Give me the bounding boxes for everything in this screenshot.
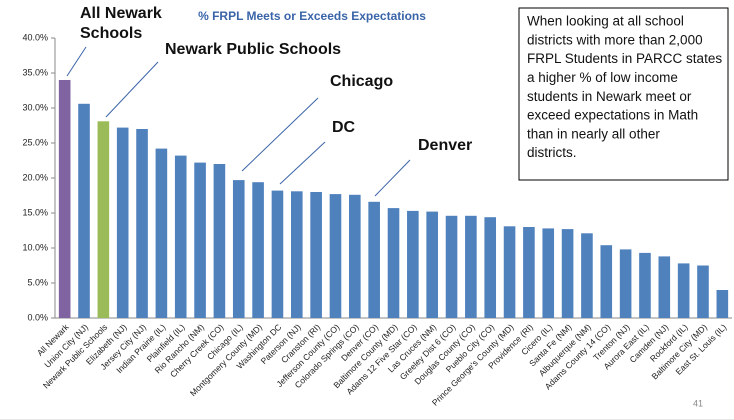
bar xyxy=(252,182,264,318)
page-number: 41 xyxy=(693,398,703,408)
bar xyxy=(465,215,477,318)
note-line: When looking at all school xyxy=(527,14,684,29)
bar xyxy=(445,215,458,318)
annotation: Schools xyxy=(80,25,142,42)
note-line: students in Newark meet or xyxy=(527,89,692,104)
chart-title: % FRPL Meets or Exceeds Expectations xyxy=(198,9,426,23)
bar xyxy=(368,201,380,318)
y-tick-label: 25.0% xyxy=(22,137,48,147)
note-line: districts with more than 2,000 xyxy=(527,32,703,47)
bar xyxy=(174,155,187,318)
annotation: Denver xyxy=(418,137,472,154)
bar xyxy=(503,226,516,318)
bar xyxy=(426,211,438,318)
bar xyxy=(542,228,555,318)
y-tick-label: 15.0% xyxy=(22,207,48,217)
bar xyxy=(116,127,129,318)
y-tick-label: 5.0% xyxy=(27,277,48,287)
annotation: Newark Public Schools xyxy=(165,41,341,58)
bar xyxy=(581,233,593,318)
bar xyxy=(387,208,400,318)
bar xyxy=(697,265,709,318)
bar xyxy=(561,229,574,318)
bar xyxy=(716,290,729,318)
bar xyxy=(97,121,110,318)
bar xyxy=(523,227,535,318)
y-tick-label: 40.0% xyxy=(22,32,48,42)
y-tick-label: 10.0% xyxy=(22,242,48,252)
bar xyxy=(600,245,613,318)
bar xyxy=(639,252,651,318)
bar xyxy=(677,263,690,318)
bar xyxy=(658,256,671,318)
bar xyxy=(58,80,71,318)
note-box xyxy=(518,7,729,181)
annotation: Chicago xyxy=(330,73,393,90)
bar xyxy=(136,129,148,318)
annotation: DC xyxy=(332,119,356,136)
y-tick-label: 35.0% xyxy=(22,67,48,77)
y-tick-label: 30.0% xyxy=(22,102,48,112)
note-line: a higher % of low income xyxy=(527,70,678,85)
bar xyxy=(407,210,419,318)
annotation: All Newark xyxy=(80,5,162,22)
note-line: than in nearly all other xyxy=(527,126,660,141)
bar xyxy=(232,180,245,318)
bar xyxy=(78,103,90,318)
bar xyxy=(349,194,361,318)
bar xyxy=(155,148,168,318)
bar xyxy=(310,192,322,318)
bar xyxy=(271,190,284,318)
leader-lines xyxy=(66,46,411,197)
bar xyxy=(213,164,226,318)
bar xyxy=(290,191,303,318)
bar xyxy=(329,194,342,318)
y-tick-label: 0.0% xyxy=(27,312,48,322)
note-line: districts. xyxy=(527,145,577,160)
bar xyxy=(484,217,497,318)
note-line: FRPL Students in PARCC states xyxy=(527,51,722,66)
y-tick-label: 20.0% xyxy=(22,172,48,182)
note-line: exceed expectations in Math xyxy=(527,108,698,123)
bar xyxy=(619,249,632,318)
bar xyxy=(194,162,206,318)
